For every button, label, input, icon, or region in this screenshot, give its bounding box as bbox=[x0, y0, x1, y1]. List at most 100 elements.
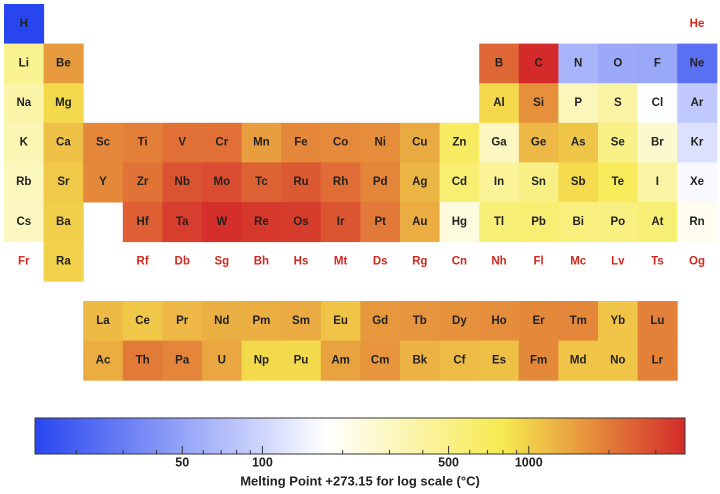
cell bbox=[637, 83, 678, 124]
cell bbox=[479, 340, 520, 381]
cell bbox=[518, 43, 559, 84]
cell bbox=[677, 202, 718, 243]
element-symbol: Rh bbox=[333, 176, 348, 188]
element-symbol: Lr bbox=[652, 354, 664, 366]
cell bbox=[518, 301, 559, 342]
cell bbox=[4, 83, 45, 124]
cell bbox=[202, 340, 243, 381]
element-symbol: Po bbox=[610, 216, 625, 228]
element-symbol: As bbox=[571, 137, 586, 149]
cell bbox=[558, 340, 599, 381]
cell bbox=[518, 162, 559, 203]
cell bbox=[162, 122, 203, 163]
element-symbol: Ar bbox=[691, 97, 704, 109]
cell bbox=[479, 43, 520, 84]
element-symbol: Pd bbox=[373, 176, 388, 188]
element-symbol: Ce bbox=[135, 315, 150, 327]
cell bbox=[202, 122, 243, 163]
cell bbox=[518, 202, 559, 243]
element-symbol: Au bbox=[412, 216, 427, 228]
cell bbox=[558, 301, 599, 342]
cell bbox=[637, 162, 678, 203]
cell bbox=[637, 43, 678, 84]
element-symbol: Np bbox=[254, 354, 269, 366]
element-symbol: Ga bbox=[491, 137, 507, 149]
cell bbox=[281, 202, 322, 243]
element-symbol: Ta bbox=[176, 216, 189, 228]
element-symbol: Mg bbox=[55, 97, 72, 109]
cell bbox=[122, 202, 163, 243]
element-symbol: He bbox=[690, 18, 705, 30]
cell bbox=[4, 162, 45, 203]
element-symbol: Eu bbox=[333, 315, 348, 327]
element-symbol: Lu bbox=[650, 315, 664, 327]
cell bbox=[598, 340, 639, 381]
element-symbol: Cs bbox=[16, 216, 31, 228]
cell bbox=[43, 162, 84, 203]
element-symbol: Am bbox=[331, 354, 350, 366]
element-symbol: Hf bbox=[137, 216, 149, 228]
cell bbox=[558, 122, 599, 163]
cell bbox=[162, 202, 203, 243]
element-symbol: Pr bbox=[176, 315, 189, 327]
element-symbol: Pm bbox=[252, 315, 270, 327]
element-symbol: Pb bbox=[531, 216, 546, 228]
element-symbol: Ne bbox=[690, 57, 705, 69]
cell bbox=[202, 162, 243, 203]
element-symbol: La bbox=[96, 315, 110, 327]
element-symbol: Cd bbox=[452, 176, 467, 188]
element-symbol: Rg bbox=[412, 255, 427, 267]
element-symbol: Ge bbox=[531, 137, 546, 149]
colorbar bbox=[34, 417, 686, 455]
cell bbox=[122, 162, 163, 203]
element-symbol: Sm bbox=[292, 315, 310, 327]
element-symbol: Sn bbox=[531, 176, 546, 188]
element-symbol: S bbox=[614, 97, 622, 109]
cell bbox=[241, 340, 282, 381]
element-symbol: Sr bbox=[57, 176, 70, 188]
cell bbox=[479, 83, 520, 124]
element-symbol: Tl bbox=[494, 216, 504, 228]
cell bbox=[677, 122, 718, 163]
element-symbol: Yb bbox=[610, 315, 625, 327]
element-symbol: Nb bbox=[175, 176, 190, 188]
cell bbox=[400, 301, 441, 342]
element-symbol: V bbox=[178, 137, 186, 149]
element-symbol: Tb bbox=[413, 315, 427, 327]
element-symbol: Sg bbox=[214, 255, 229, 267]
x-tick-label: 500 bbox=[438, 455, 459, 469]
element-symbol: Kr bbox=[691, 137, 704, 149]
element-symbol: I bbox=[656, 176, 659, 188]
element-symbol: Mc bbox=[570, 255, 587, 267]
cell bbox=[4, 43, 45, 84]
cell bbox=[43, 83, 84, 124]
element-symbol: Cr bbox=[215, 137, 228, 149]
cell bbox=[320, 202, 361, 243]
cell bbox=[558, 202, 599, 243]
element-symbol: Fm bbox=[530, 354, 547, 366]
x-tick-label: 100 bbox=[252, 455, 273, 469]
element-symbol: Li bbox=[19, 57, 29, 69]
element-symbol: Nd bbox=[214, 315, 229, 327]
element-symbol: Dy bbox=[452, 315, 467, 327]
cell bbox=[598, 301, 639, 342]
element-symbol: Th bbox=[136, 354, 150, 366]
element-symbol: Zn bbox=[452, 137, 466, 149]
cell bbox=[83, 122, 124, 163]
element-symbol: In bbox=[494, 176, 504, 188]
element-symbol: Ag bbox=[412, 176, 427, 188]
cell bbox=[320, 122, 361, 163]
cell bbox=[360, 162, 401, 203]
element-symbol: Mo bbox=[213, 176, 230, 188]
cell bbox=[360, 301, 401, 342]
cell bbox=[122, 301, 163, 342]
element-symbol: Cu bbox=[412, 137, 427, 149]
element-symbol: Pa bbox=[175, 354, 190, 366]
cell bbox=[439, 162, 480, 203]
cell bbox=[320, 162, 361, 203]
cell bbox=[598, 162, 639, 203]
cell bbox=[83, 340, 124, 381]
cell bbox=[202, 202, 243, 243]
element-symbol: Ni bbox=[374, 137, 386, 149]
element-symbol: O bbox=[613, 57, 622, 69]
